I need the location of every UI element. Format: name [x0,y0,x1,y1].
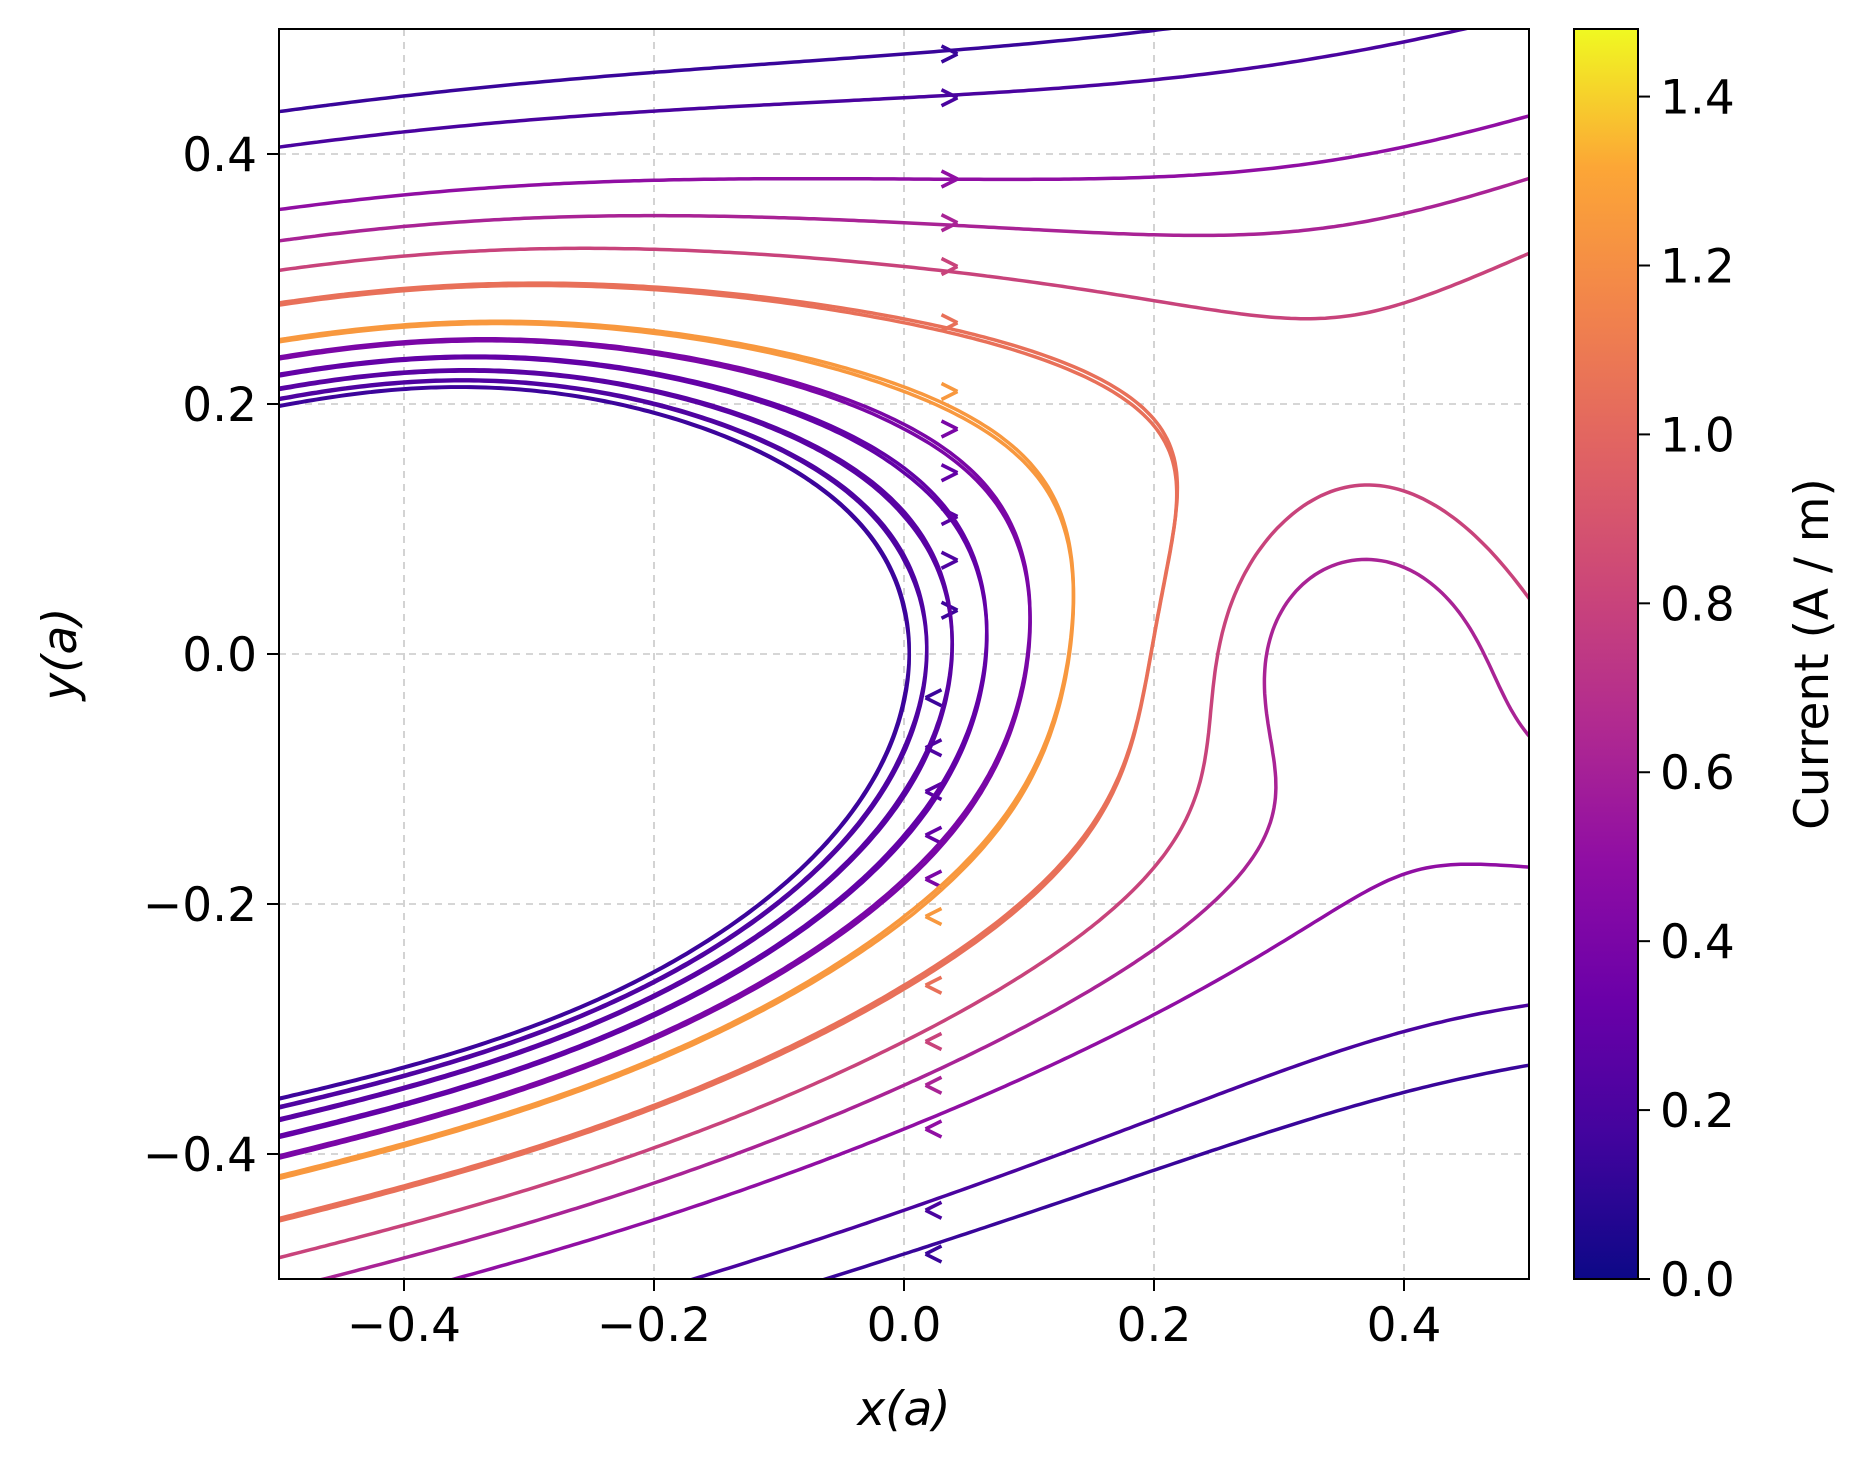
streamline-arrow [924,825,943,845]
streamline-arrow [924,1244,943,1264]
colorbar [1573,28,1639,1280]
y-tick-label: 0.4 [182,128,257,183]
x-axis-ticks: −0.4 −0.2 0.0 0.2 0.4 [347,1279,1441,1353]
x-tick-label: 0.4 [1367,1298,1442,1353]
streamline-arrow [940,313,959,333]
streamline-arrow [940,550,959,570]
streamline-arrow [924,975,943,995]
colorbar-tick-label: 1.0 [1660,408,1735,463]
streamline-arrow [924,1031,943,1052]
streamline [687,1003,1529,1279]
streamline-arrow [940,169,959,189]
colorbar-tick-label: 0.0 [1660,1253,1735,1308]
streamline [279,29,1472,149]
y-axis-label: y(a) [33,607,88,702]
streamlines [279,29,1529,1279]
streamline [279,354,989,1138]
streamline [819,1063,1529,1279]
streamline-arrow [924,1200,943,1220]
streamline [279,483,1529,1260]
streamline-arrow [940,44,959,64]
streamline-arrow [924,1119,943,1139]
streamline [279,281,1180,1221]
streamline [279,176,1529,243]
y-tick-label: 0.0 [182,628,257,683]
x-tick-label: −0.2 [597,1298,711,1353]
colorbar-tick-label: 0.8 [1660,577,1735,632]
streamline-arrow [940,381,959,402]
streamline-arrow [924,869,943,889]
colorbar-tick-label: 1.4 [1660,71,1735,126]
colorbar-tick-label: 0.6 [1660,746,1735,801]
streamline [279,355,989,1140]
streamline [279,319,1076,1178]
streamline [279,385,912,1101]
colorbar-tick-label: 0.4 [1660,915,1735,970]
streamline-arrow [924,906,943,927]
streamline [279,368,954,1121]
streamline-arrow [940,419,959,439]
colorbar-tick-label: 1.2 [1660,239,1735,294]
x-tick-label: −0.4 [347,1298,461,1353]
streamline [279,378,929,1109]
colorbar-ticks: 0.0 0.2 0.4 0.6 0.8 1.0 1.2 1.4 [1638,71,1735,1308]
x-axis-label: x(a) [855,1382,950,1437]
x-tick-label: 0.0 [867,1298,942,1353]
grid-lines [279,29,1529,1279]
streamline [279,369,955,1123]
y-axis-ticks: −0.4 −0.2 0.0 0.2 0.4 [143,128,279,1183]
y-tick-label: 0.2 [182,378,257,433]
streamline-arrow [924,688,943,708]
y-tick-label: −0.2 [143,878,257,933]
streamline [279,29,1180,114]
streamline-arrow [940,463,959,483]
x-tick-label: 0.2 [1117,1298,1192,1353]
streamline [279,114,1529,212]
streamline [316,557,1529,1279]
streamline [447,862,1529,1279]
streamline [279,246,1529,321]
streamline-arrow [924,1075,943,1095]
streamline [279,385,911,1101]
streamline-arrow [940,213,959,233]
colorbar-tick-label: 0.2 [1660,1084,1735,1139]
colorbar-label: Current (A / m) [1785,478,1840,830]
streamline-arrow [940,88,959,108]
streamline [279,337,1032,1158]
streamline-arrow [940,256,959,277]
y-tick-label: −0.4 [143,1128,257,1183]
